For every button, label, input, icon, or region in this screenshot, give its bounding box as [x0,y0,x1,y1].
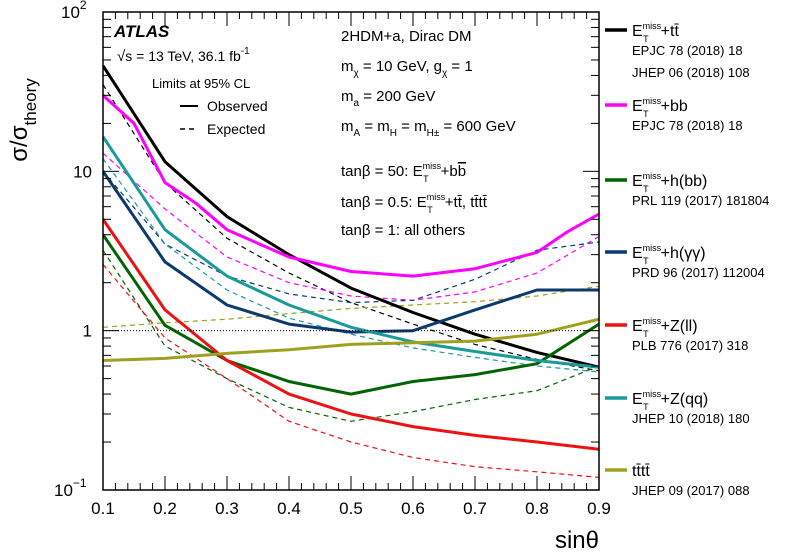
expected-legend-label: Expected [207,121,265,137]
x-tick-label: 0.3 [215,499,239,518]
model-line-4: mA = mH = mH± = 600 GeV [341,118,516,139]
x-tick-label: 0.8 [525,499,549,518]
model-text: 2HDM+a, Dirac DM mχ = 10 GeV, gχ = 1 ma … [341,28,516,239]
legend-ref-3: PRD 96 (2017) 112004 [632,265,765,280]
x-tick-label: 0.7 [463,499,487,518]
x-tick-label: 0.6 [401,499,425,518]
atlas-label: ATLAS [113,22,170,41]
y-tick-label: 1 [83,322,92,341]
y-axis-label: σ/σtheory [6,78,40,162]
observed-legend-label: Observed [207,98,268,114]
x-tick-label: 0.9 [587,499,611,518]
legend-ref-0: EPJC 78 (2018) 18 [632,43,743,58]
legend-ref-6: JHEP 09 (2017) 088 [632,483,750,498]
x-tick-label: 0.5 [339,499,363,518]
legend-label-6: tt̄tt̄ [632,463,650,480]
y-tick-label: 10−1 [54,476,87,500]
model-line-3: ma = 200 GeV [341,88,435,109]
observed-line-4 [103,218,599,451]
x-tick-label: 0.4 [277,499,301,518]
model-line-1: 2HDM+a, Dirac DM [341,28,471,45]
legend-ref2-0: JHEP 06 (2018) 108 [632,65,750,80]
model-line-2: mχ = 10 GeV, gχ = 1 [341,58,473,79]
observed-line-6 [103,317,599,362]
legend-label-3: Emiss T +h(γγ) [632,243,706,266]
axis-layer: 0.1 0.2 0.3 0.4 0.5 0.6 0.7 0.8 0.9 10−1 1 10 102 [54,0,611,518]
x-axis-label: sinθ [555,527,599,554]
series-layer [103,64,599,478]
legend-label-1: Emiss T +bb [632,96,688,119]
legend-ref-1: EPJC 78 (2018) 18 [632,118,743,133]
observed-line-5 [103,135,599,369]
legend-label-5: Emiss T +Z(qq) [632,389,708,412]
observed-line-0 [103,64,599,369]
model-line-5: tanβ = 50: Emiss T +bb [341,161,466,184]
expected-line-4 [103,264,599,478]
y-tick-label: 102 [61,0,87,22]
energy-label: √s = 13 TeV, 36.1 fb-1 [117,46,250,65]
expected-line-1 [103,152,599,301]
observed-line-1 [103,94,599,278]
legend-label-2: Emiss T +h(bb) [632,171,707,194]
legend-ref-5: JHEP 10 (2018) 180 [632,411,750,426]
cl-label: Limits at 95% CL [152,76,250,91]
expected-line-3 [103,170,599,304]
legend-ref-4: PLB 776 (2017) 318 [632,338,748,353]
observed-line-3 [103,170,599,334]
y-tick-label: 10 [73,162,92,181]
model-line-7: tanβ = 1: all others [341,222,465,239]
x-tick-label: 0.2 [153,499,177,518]
legend-ref-2: PRL 119 (2017) 181804 [632,193,769,208]
model-line-6: tanβ = 0.5: Emiss T +tt̄, tt̄tt̄ [341,192,488,215]
legend-label-0: Emiss T +tt̄ [632,21,679,44]
observed-line-2 [103,233,599,396]
x-tick-label: 0.1 [91,499,115,518]
legend-label-4: Emiss T +Z(ll) [632,316,698,339]
